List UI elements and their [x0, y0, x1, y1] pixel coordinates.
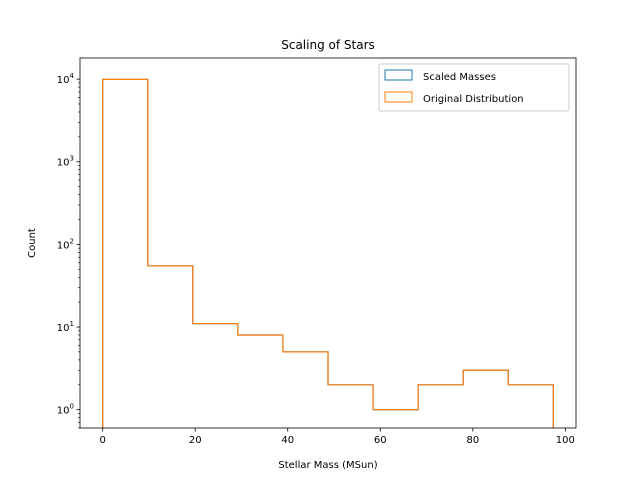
legend-box: [378, 63, 570, 112]
x-tick-label: 40: [281, 435, 294, 446]
x-tick-label: 20: [189, 435, 202, 446]
x-tick-label: 100: [556, 435, 575, 446]
histogram-step-original-distribution: [102, 78, 554, 428]
x-tick-label: 60: [374, 435, 387, 446]
legend-swatch-scaled-masses: [384, 69, 413, 81]
x-tick-label: 80: [466, 435, 479, 446]
y-axis: 100 101 102 103 104: [57, 72, 80, 429]
x-axis: 0 20 40 60 80 100: [99, 428, 575, 446]
y-tick-label: 103: [57, 155, 74, 169]
legend-swatch-original-distribution: [384, 91, 413, 103]
y-tick-label: 101: [57, 320, 74, 334]
y-tick-label: 104: [57, 72, 75, 86]
legend-label-original-distribution: Original Distribution: [423, 94, 524, 105]
x-axis-label: Stellar Mass (MSun): [278, 460, 377, 471]
x-tick-label: 0: [99, 435, 105, 446]
plot-area: [102, 78, 554, 428]
axes-frame: [79, 57, 577, 429]
y-axis-label: Count: [27, 228, 38, 258]
legend: Scaled Masses Original Distribution: [378, 63, 570, 112]
legend-label-scaled-masses: Scaled Masses: [423, 72, 496, 83]
chart-title: Scaling of Stars: [281, 38, 375, 52]
y-tick-label: 100: [57, 403, 74, 417]
y-tick-label: 102: [57, 237, 74, 251]
